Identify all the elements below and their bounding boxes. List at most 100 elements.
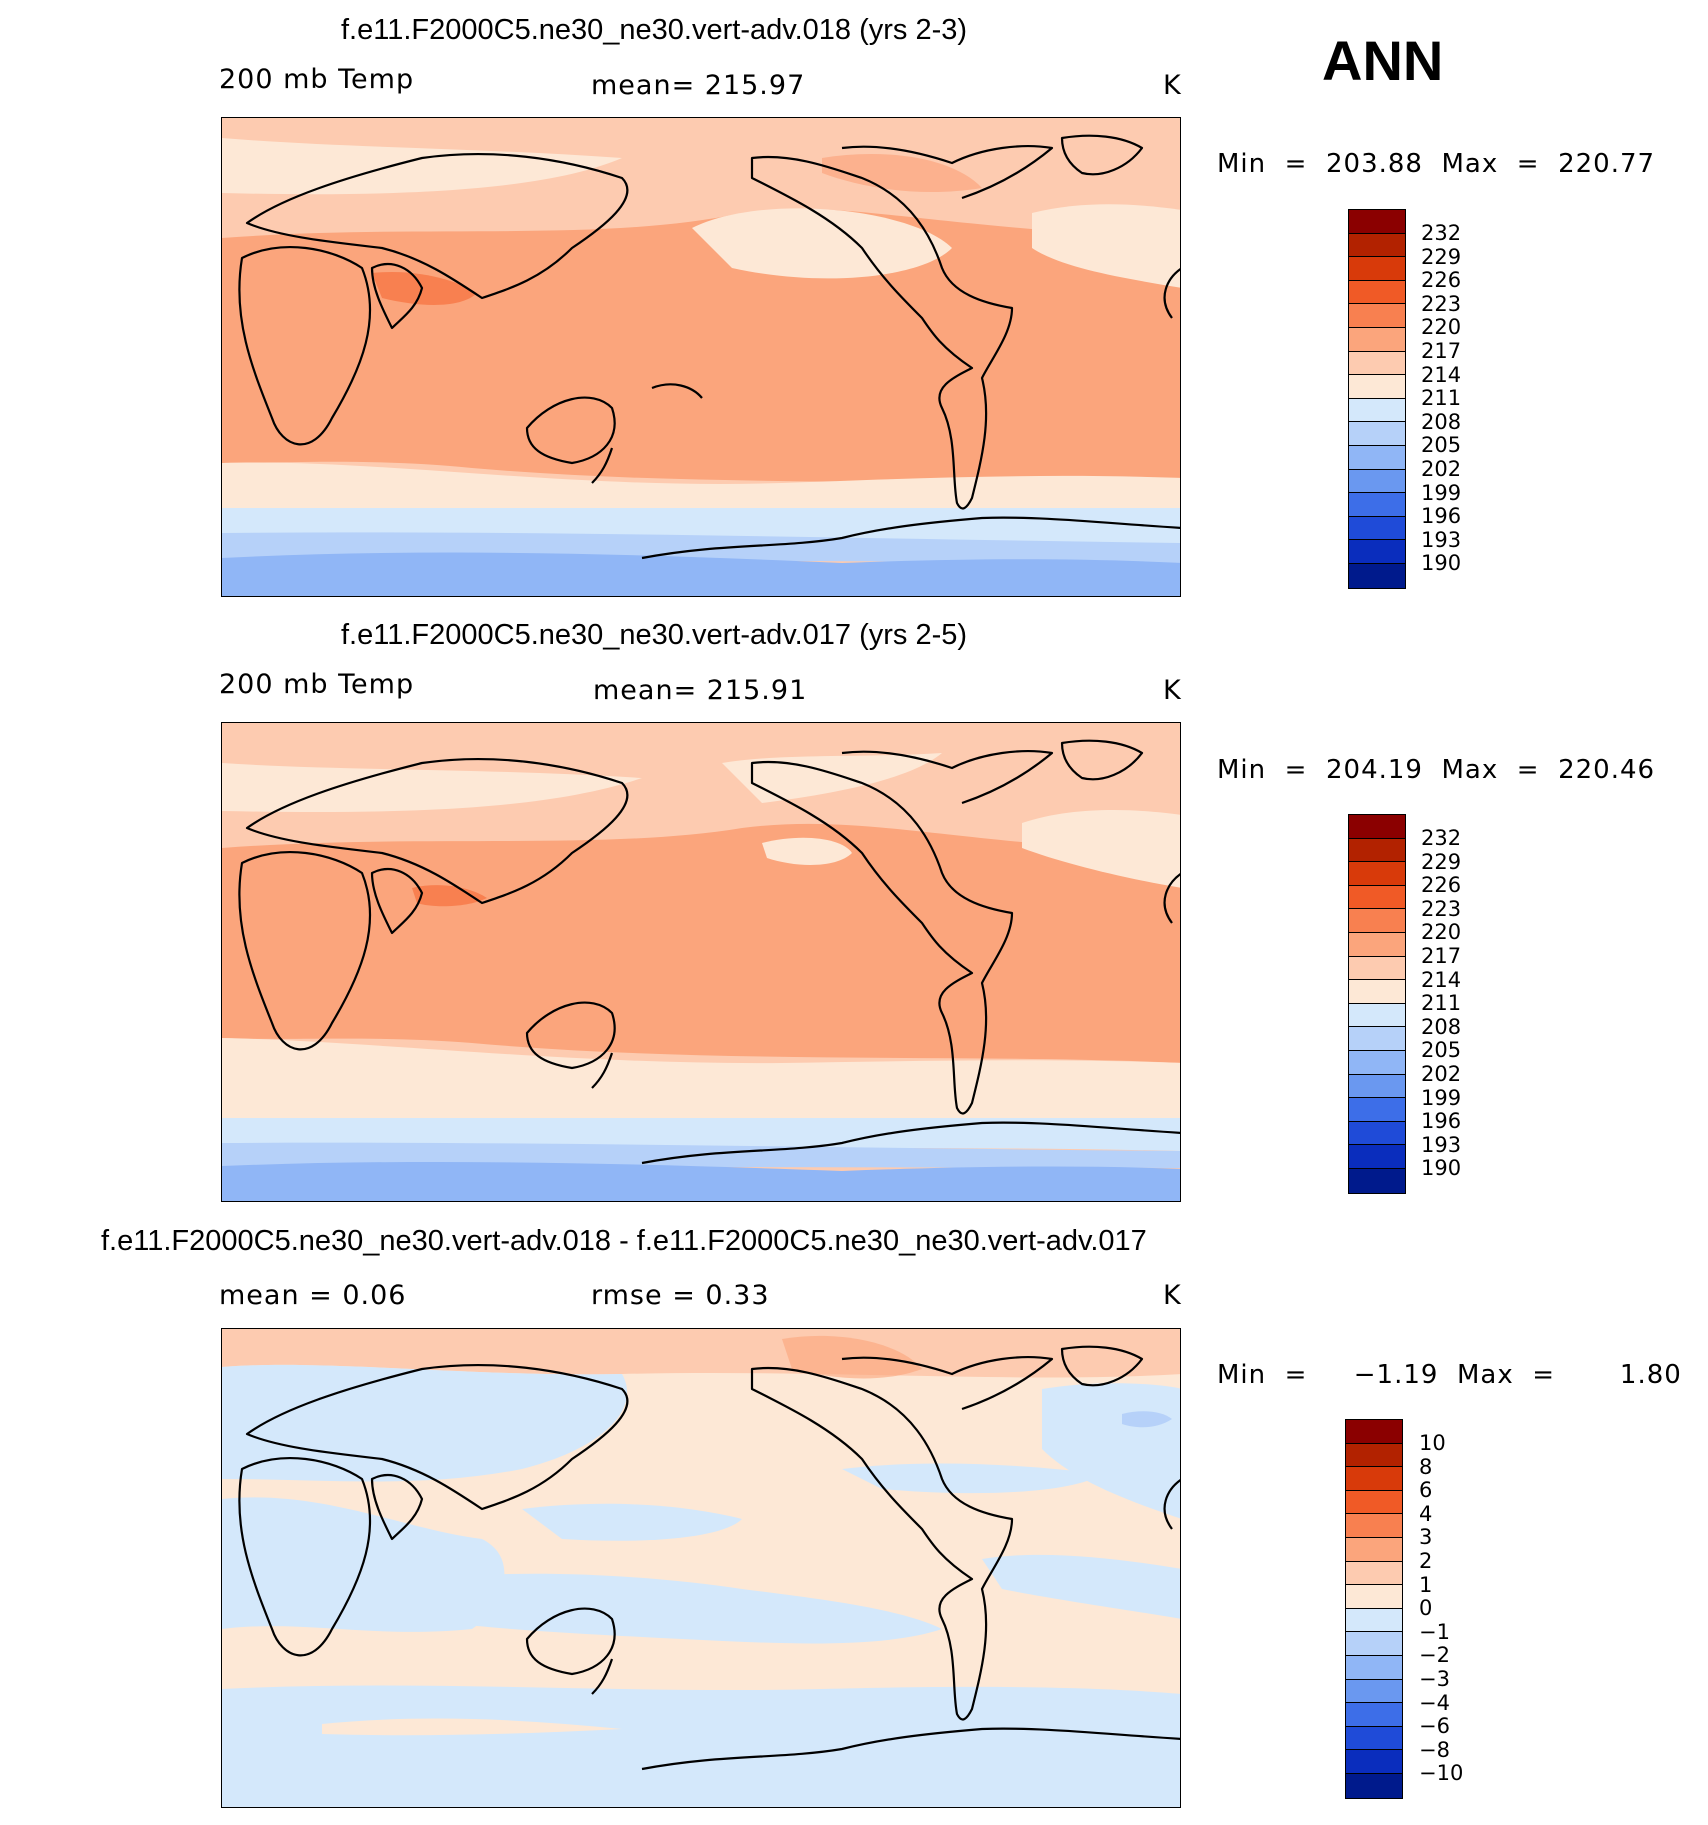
panel-3-mean-label: mean = 0.06 — [219, 1280, 407, 1311]
colorbar-swatch — [1349, 445, 1405, 470]
panel-1-colorbar — [1348, 209, 1406, 589]
panel-3-colorbar — [1345, 1419, 1403, 1799]
colorbar-tick-label: 8 — [1419, 1454, 1433, 1479]
colorbar-swatch — [1349, 516, 1405, 541]
panel-1-title: f.e11.F2000C5.ne30_ne30.vert-adv.018 (yr… — [341, 14, 968, 46]
colorbar-swatch — [1349, 1168, 1405, 1193]
colorbar-swatch — [1346, 1632, 1402, 1656]
panel-2-variable-label: 200 mb Temp — [219, 669, 415, 700]
colorbar-tick-label: 199 — [1421, 1085, 1462, 1110]
colorbar-tick-label: 193 — [1421, 527, 1462, 552]
colorbar-tick-label: 217 — [1421, 944, 1462, 968]
colorbar-swatch — [1349, 563, 1405, 588]
panel-1-map — [221, 117, 1181, 597]
colorbar-swatch — [1349, 280, 1405, 305]
colorbar-tick-label: 3 — [1419, 1525, 1433, 1550]
colorbar-swatch — [1349, 210, 1405, 234]
panel-3-min-max: Min = −1.19 Max = 1.80 — [1217, 1360, 1682, 1390]
colorbar-tick-label: −3 — [1419, 1667, 1450, 1691]
colorbar-tick-label: 196 — [1421, 504, 1462, 529]
panel-3-units-label: K — [1163, 1280, 1182, 1311]
colorbar-swatch — [1346, 1514, 1402, 1538]
panel-2-map — [221, 722, 1181, 1202]
colorbar-swatch — [1349, 909, 1405, 933]
colorbar-swatch — [1346, 1750, 1402, 1774]
colorbar-tick-label: −2 — [1419, 1643, 1450, 1668]
panel-1-units-label: K — [1163, 70, 1182, 101]
panel-2-colorbar — [1348, 814, 1406, 1194]
colorbar-tick-label: 217 — [1421, 339, 1462, 363]
colorbar-swatch — [1349, 493, 1405, 517]
colorbar-swatch — [1346, 1726, 1402, 1751]
panel-1-mean-label: mean= 215.97 — [591, 70, 806, 101]
colorbar-swatch — [1349, 815, 1405, 839]
colorbar-tick-label: 190 — [1421, 551, 1462, 576]
panel-3-rmse-label: rmse = 0.33 — [591, 1280, 770, 1311]
colorbar-swatch — [1349, 304, 1405, 328]
colorbar-swatch — [1349, 398, 1405, 423]
colorbar-tick-label: 6 — [1419, 1478, 1433, 1503]
colorbar-tick-label: 214 — [1421, 362, 1462, 387]
colorbar-swatch — [1349, 1098, 1405, 1122]
colorbar-tick-label: 10 — [1419, 1431, 1446, 1455]
colorbar-tick-label: 229 — [1421, 244, 1462, 269]
colorbar-swatch — [1346, 1467, 1402, 1491]
colorbar-tick-label: 1 — [1419, 1572, 1433, 1597]
colorbar-tick-label: 229 — [1421, 849, 1462, 874]
colorbar-tick-label: 4 — [1419, 1501, 1433, 1526]
colorbar-swatch — [1349, 257, 1405, 281]
colorbar-swatch — [1349, 980, 1405, 1004]
panel-2-units-label: K — [1163, 675, 1182, 706]
colorbar-tick-label: 2 — [1419, 1549, 1433, 1573]
colorbar-tick-label: −8 — [1419, 1737, 1450, 1762]
colorbar-tick-label: 223 — [1421, 896, 1462, 921]
colorbar-tick-label: −10 — [1419, 1761, 1464, 1786]
colorbar-swatch — [1346, 1420, 1402, 1444]
colorbar-tick-label: 208 — [1421, 1014, 1462, 1039]
colorbar-swatch — [1346, 1561, 1402, 1586]
colorbar-tick-label: 196 — [1421, 1109, 1462, 1134]
colorbar-swatch — [1349, 885, 1405, 910]
colorbar-swatch — [1346, 1773, 1402, 1798]
colorbar-swatch — [1346, 1537, 1402, 1562]
colorbar-swatch — [1346, 1679, 1402, 1704]
colorbar-swatch — [1349, 862, 1405, 886]
colorbar-tick-label: 193 — [1421, 1132, 1462, 1157]
colorbar-swatch — [1349, 351, 1405, 376]
colorbar-tick-label: 232 — [1421, 826, 1462, 850]
colorbar-swatch — [1346, 1608, 1402, 1633]
colorbar-swatch — [1349, 375, 1405, 399]
panel-1-variable-label: 200 mb Temp — [219, 64, 415, 95]
colorbar-tick-label: 208 — [1421, 409, 1462, 434]
colorbar-swatch — [1349, 838, 1405, 863]
colorbar-tick-label: 232 — [1421, 221, 1462, 245]
colorbar-tick-label: 223 — [1421, 291, 1462, 316]
colorbar-swatch — [1346, 1703, 1402, 1727]
colorbar-swatch — [1349, 1027, 1405, 1051]
colorbar-swatch — [1346, 1490, 1402, 1515]
colorbar-swatch — [1349, 956, 1405, 981]
panel-3-title: f.e11.F2000C5.ne30_ne30.vert-adv.018 - f… — [101, 1225, 1147, 1257]
panel-2-title: f.e11.F2000C5.ne30_ne30.vert-adv.017 (yr… — [341, 619, 968, 651]
colorbar-swatch — [1346, 1443, 1402, 1468]
colorbar-swatch — [1349, 1050, 1405, 1075]
colorbar-tick-label: 220 — [1421, 315, 1462, 340]
colorbar-tick-label: 202 — [1421, 457, 1462, 481]
colorbar-swatch — [1349, 327, 1405, 352]
colorbar-swatch — [1349, 1074, 1405, 1099]
colorbar-tick-label: 205 — [1421, 433, 1462, 458]
colorbar-swatch — [1349, 1145, 1405, 1169]
colorbar-tick-label: 0 — [1419, 1596, 1433, 1621]
colorbar-tick-label: 226 — [1421, 268, 1462, 293]
colorbar-swatch — [1346, 1655, 1402, 1680]
colorbar-swatch — [1349, 469, 1405, 494]
colorbar-tick-label: 205 — [1421, 1038, 1462, 1063]
panel-3-map — [221, 1328, 1181, 1808]
colorbar-tick-label: 211 — [1421, 386, 1462, 411]
colorbar-tick-label: 220 — [1421, 920, 1462, 945]
panel-2-min-max: Min = 204.19 Max = 220.46 — [1217, 755, 1656, 785]
season-label: ANN — [1322, 29, 1444, 92]
colorbar-tick-label: −1 — [1419, 1619, 1450, 1644]
colorbar-tick-label: 214 — [1421, 967, 1462, 992]
colorbar-swatch — [1346, 1585, 1402, 1609]
